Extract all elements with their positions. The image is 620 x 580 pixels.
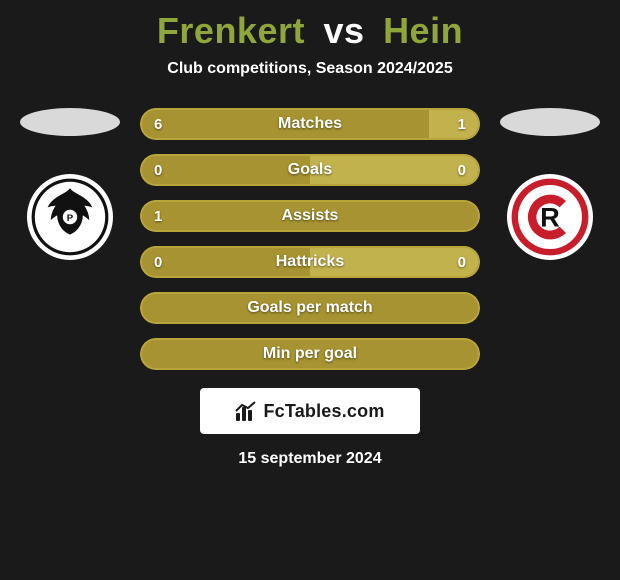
bar-right-segment	[429, 108, 480, 140]
player1-name: Frenkert	[157, 10, 305, 51]
bar-left-segment	[140, 154, 310, 186]
stat-bar: 00Goals	[140, 154, 480, 186]
comparison-title: Frenkert vs Hein	[0, 0, 620, 52]
stat-bars: 61Matches 00Goals 1Assists 00Hattricks Goals…	[140, 108, 480, 370]
right-club-badge: R	[507, 174, 593, 260]
left-nation-badge	[20, 108, 120, 136]
bar-left-segment	[140, 246, 310, 278]
bar-left-segment	[140, 108, 429, 140]
stat-bar: 1Assists	[140, 200, 480, 232]
vs-separator: vs	[324, 10, 365, 51]
bar-left-segment	[140, 200, 480, 232]
svg-text:R: R	[540, 202, 560, 233]
comparison-layout: P 61Matches 00Goals 1Assists 00Hattricks Goa…	[0, 108, 620, 370]
stat-bar: 00Hattricks	[140, 246, 480, 278]
bar-left-segment	[140, 292, 480, 324]
source-text: FcTables.com	[263, 401, 384, 422]
right-nation-badge	[500, 108, 600, 136]
left-column: P	[10, 108, 130, 260]
bars-icon	[235, 401, 257, 421]
bar-right-segment	[310, 154, 480, 186]
club-letter-icon: R	[510, 177, 590, 257]
date-text: 15 september 2024	[0, 450, 620, 468]
svg-text:P: P	[67, 213, 74, 224]
bar-right-segment	[310, 246, 480, 278]
club-eagle-icon: P	[30, 177, 110, 257]
stat-bar: Goals per match	[140, 292, 480, 324]
stat-bar: Min per goal	[140, 338, 480, 370]
subtitle: Club competitions, Season 2024/2025	[0, 60, 620, 78]
stat-bar: 61Matches	[140, 108, 480, 140]
left-club-badge: P	[27, 174, 113, 260]
player2-name: Hein	[383, 10, 463, 51]
right-column: R	[490, 108, 610, 260]
source-badge: FcTables.com	[200, 388, 420, 434]
bar-left-segment	[140, 338, 480, 370]
